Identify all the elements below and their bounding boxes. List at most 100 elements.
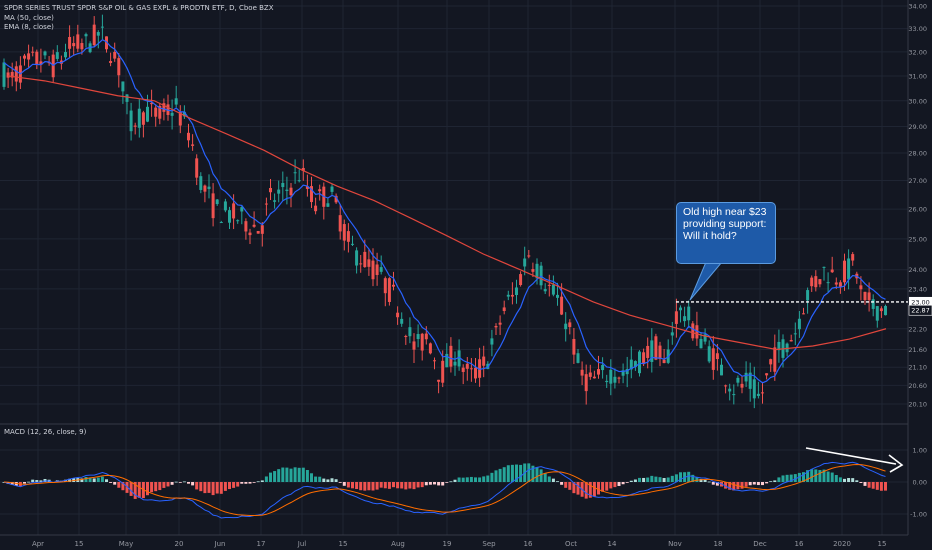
candle-body	[756, 393, 760, 396]
macd-arrow-head	[888, 454, 904, 473]
candle-body	[14, 66, 18, 82]
candle-body	[650, 340, 654, 362]
macd-bar	[387, 482, 391, 489]
macd-bar	[277, 469, 281, 482]
macd-bar	[658, 477, 662, 482]
candle-body	[551, 284, 555, 295]
candle-body	[687, 306, 691, 321]
candle-body	[711, 348, 715, 370]
macd-bar	[264, 476, 268, 482]
macd-bar	[539, 469, 543, 482]
macd-bar	[437, 482, 441, 486]
macd-bar	[223, 482, 227, 491]
candle-body	[23, 55, 26, 59]
candle-body	[223, 201, 227, 211]
macd-bar	[244, 482, 248, 484]
candle-body	[342, 224, 346, 241]
macd-bar	[724, 482, 728, 489]
candle-body	[281, 182, 285, 188]
candle-body	[572, 338, 576, 355]
macd-y-tick-label: -1.00	[910, 511, 927, 519]
macd-bar	[777, 477, 781, 482]
candle-body	[449, 345, 453, 367]
candle-body	[371, 260, 375, 280]
candle-body	[654, 336, 658, 360]
annotation-callout: Old high near $23 providing support: Wil…	[676, 202, 776, 264]
candle-body	[6, 72, 10, 78]
macd-bar	[371, 482, 375, 491]
candle-body	[580, 369, 584, 376]
macd-bar	[80, 478, 84, 482]
callout-line-1: Old high near $23	[683, 206, 767, 218]
macd-bar	[158, 482, 162, 491]
candle-body	[27, 53, 31, 60]
macd-bar	[601, 482, 605, 492]
candle-body	[465, 363, 469, 369]
candle-body	[76, 34, 80, 49]
candle-body	[256, 231, 260, 234]
candle-body	[92, 24, 96, 46]
candle-body	[523, 258, 527, 267]
macd-bar	[551, 478, 555, 482]
candle-body	[293, 172, 297, 174]
current-price-tag	[908, 304, 932, 316]
macd-bar	[211, 482, 215, 496]
macd-bar	[715, 482, 719, 486]
macd-bar	[195, 482, 199, 490]
macd-bar	[84, 476, 88, 482]
candle-body	[478, 359, 482, 378]
candle-body	[277, 189, 281, 194]
macd-bar	[293, 467, 297, 482]
macd-bar	[830, 472, 834, 482]
macd-bar	[748, 482, 752, 486]
candle-body	[720, 364, 723, 376]
macd-bar	[404, 482, 408, 490]
candle-body	[310, 186, 313, 203]
macd-bar	[547, 476, 551, 482]
candle-body	[638, 351, 641, 374]
macd-bar	[810, 469, 814, 482]
macd-bar	[802, 472, 805, 482]
y-tick-label: 29.00	[908, 123, 927, 131]
macd-bar	[482, 476, 486, 482]
candle-body	[670, 332, 674, 336]
candle-body	[363, 251, 367, 268]
candle-body	[482, 356, 486, 366]
candle-body	[121, 81, 125, 92]
macd-bar	[162, 482, 166, 488]
candle-body	[379, 267, 383, 272]
macd-bar	[392, 482, 395, 488]
macd-bar	[273, 471, 277, 482]
macd-bar	[867, 482, 871, 488]
macd-bar	[662, 478, 666, 482]
candle-body	[777, 341, 781, 351]
candle-body	[744, 372, 748, 382]
y-tick-label: 26.00	[908, 206, 927, 214]
x-tick-label: Sep	[482, 540, 496, 548]
candle-body	[252, 224, 256, 227]
macd-bar	[150, 482, 154, 493]
candle-body	[408, 327, 412, 337]
macd-bar	[765, 482, 769, 484]
candle-body	[236, 220, 240, 222]
macd-bar	[359, 482, 363, 491]
y-tick-label: 21.10	[908, 364, 927, 372]
candle-body	[502, 307, 506, 311]
candle-body	[879, 308, 883, 312]
x-tick-label: 20	[175, 540, 184, 548]
candle-body	[506, 294, 510, 297]
x-tick-label: 16	[524, 540, 533, 548]
macd-bar	[535, 467, 539, 482]
macd-bar	[863, 482, 867, 486]
candle-body	[810, 277, 814, 287]
macd-bar	[613, 482, 617, 488]
candle-body	[679, 307, 682, 311]
macd-bar	[379, 482, 383, 488]
macd-bar	[416, 482, 420, 488]
macd-bar	[633, 479, 637, 482]
macd-bar	[424, 482, 428, 486]
y-tick-label: 25.00	[908, 235, 927, 243]
x-tick-label: 19	[443, 540, 452, 548]
candle-body	[556, 294, 559, 298]
